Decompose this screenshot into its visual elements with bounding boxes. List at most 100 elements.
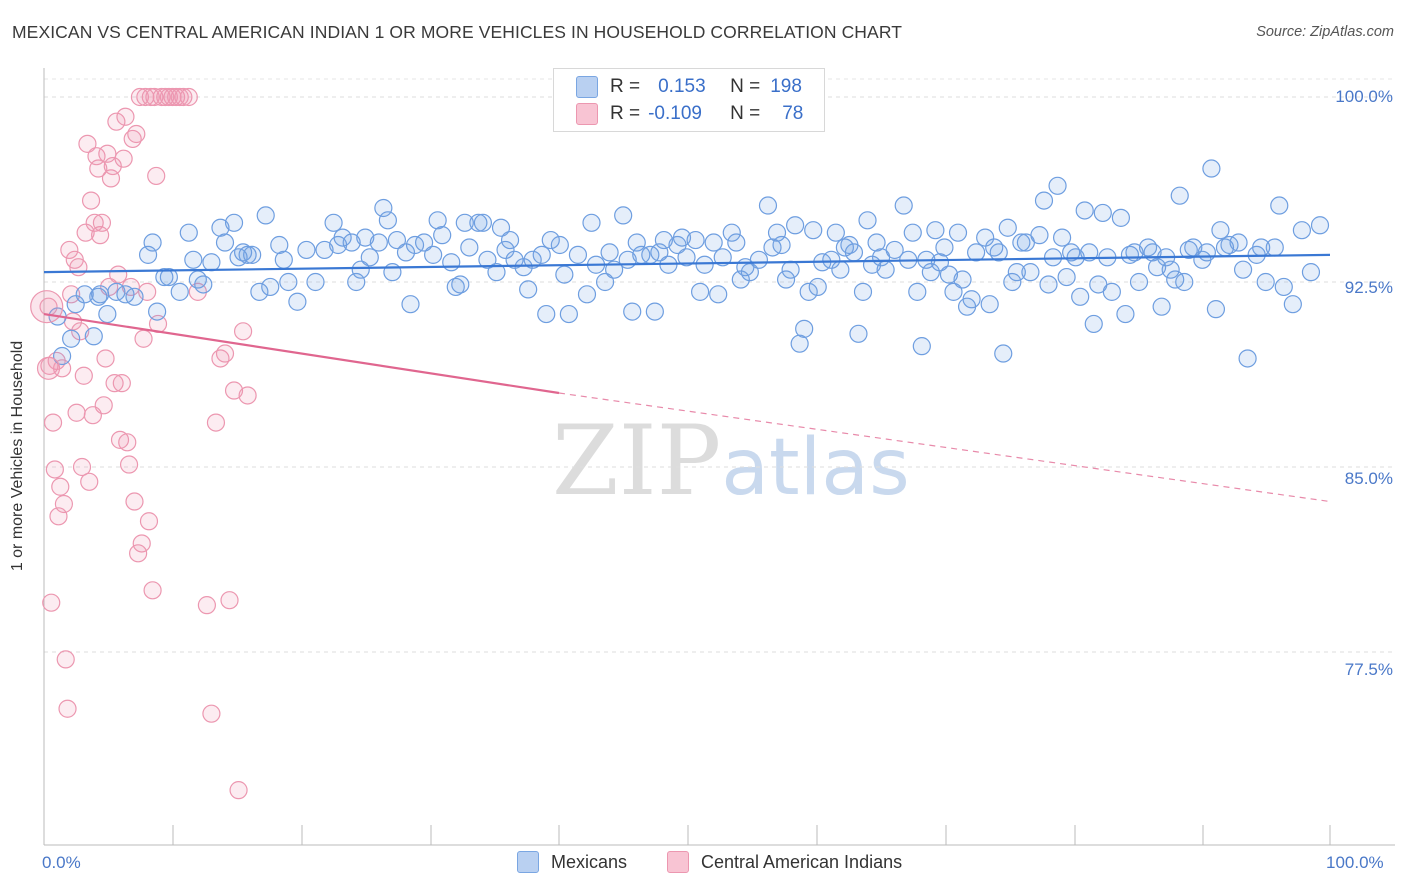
point-mexicans — [383, 263, 402, 282]
y-tick-label: 85.0% — [1344, 469, 1393, 488]
point-central-american-indians — [58, 699, 77, 718]
point-mexicans — [297, 240, 316, 260]
point-mexicans — [1057, 267, 1076, 287]
point-central-american-indians — [114, 149, 133, 168]
point-mexicans — [250, 282, 269, 301]
point-central-american-indians — [130, 87, 150, 107]
point-mexicans — [967, 243, 986, 262]
point-mexicans — [1292, 221, 1312, 240]
point-mexicans — [125, 287, 144, 306]
point-mexicans — [306, 272, 325, 292]
point-mexicans — [582, 213, 601, 232]
point-mexicans — [844, 243, 864, 262]
point-mexicans — [224, 213, 244, 232]
point-mexicans — [935, 238, 954, 257]
point-mexicans — [989, 243, 1008, 262]
point-mexicans — [1102, 282, 1121, 301]
point-mexicans — [962, 290, 981, 309]
point-mexicans — [831, 260, 850, 279]
point-mexicans — [980, 295, 999, 314]
point-mexicans — [84, 327, 103, 346]
legend-row-central-american-indians: R = -0.109 N = 78 — [576, 102, 803, 126]
point-central-american-indians — [220, 591, 239, 610]
point-mexicans — [1310, 216, 1330, 235]
point-mexicans — [1270, 196, 1289, 215]
y-tick-label: 77.5% — [1344, 660, 1393, 679]
point-mexicans — [849, 324, 868, 343]
point-central-american-indians — [56, 650, 75, 669]
point-mexicans — [184, 250, 203, 269]
legend-swatch-central-american-indians — [667, 851, 689, 873]
point-central-american-indians — [110, 430, 130, 449]
watermark-zip: ZIP — [552, 405, 722, 517]
legend-label-central-american-indians: Central American Indians — [701, 851, 903, 872]
point-mexicans — [1211, 221, 1230, 240]
point-mexicans — [333, 228, 352, 247]
point-mexicans — [1148, 258, 1167, 277]
point-mexicans — [690, 282, 710, 301]
point-mexicans — [537, 304, 556, 324]
point-mexicans — [559, 304, 578, 324]
point-mexicans — [654, 230, 674, 250]
point-mexicans — [948, 223, 968, 242]
point-mexicans — [903, 223, 922, 242]
point-mexicans — [1075, 201, 1094, 220]
point-mexicans — [148, 302, 167, 321]
point-central-american-indians — [143, 581, 162, 600]
legend-r-label: R = — [610, 76, 641, 97]
point-central-american-indians — [174, 87, 193, 107]
point-mexicans — [713, 248, 732, 267]
trendline-mexicans — [43, 253, 1331, 274]
point-mexicans — [1202, 159, 1221, 178]
point-mexicans — [1003, 272, 1022, 292]
point-mexicans — [279, 272, 298, 292]
point-mexicans — [1283, 295, 1302, 314]
point-central-american-indians — [51, 477, 70, 496]
point-mexicans — [424, 245, 443, 264]
point-central-american-indians — [202, 704, 221, 723]
point-mexicans — [324, 213, 343, 232]
point-mexicans — [568, 245, 588, 264]
point-mexicans — [1043, 248, 1063, 267]
point-mexicans — [428, 211, 447, 230]
legend-swatch-mexicans — [517, 851, 539, 873]
point-mexicans — [822, 250, 841, 269]
point-mexicans — [62, 329, 81, 348]
point-mexicans — [749, 250, 769, 269]
point-central-american-indians — [238, 386, 257, 405]
point-mexicans — [288, 292, 307, 311]
point-central-american-indians — [76, 223, 95, 242]
point-mexicans — [1111, 208, 1131, 227]
point-mexicans — [1012, 233, 1031, 252]
point-mexicans — [912, 337, 931, 356]
point-mexicans — [858, 211, 877, 230]
point-central-american-indians — [139, 512, 159, 531]
point-mexicans — [1084, 314, 1103, 334]
point-mexicans — [451, 275, 470, 294]
point-central-american-indians — [42, 593, 61, 612]
point-mexicans — [215, 233, 235, 252]
y-axis-label: 1 or more Vehicles in Household — [9, 340, 26, 572]
point-mexicans — [1034, 191, 1054, 210]
legend-label-mexicans: Mexicans — [551, 851, 628, 872]
point-mexicans — [360, 248, 379, 267]
point-mexicans — [460, 238, 479, 257]
point-mexicans — [442, 253, 461, 272]
trendline-central-american-indians-extension — [558, 392, 1331, 503]
point-mexicans — [677, 248, 696, 267]
point-mexicans — [614, 206, 633, 225]
point-mexicans — [1093, 203, 1112, 223]
point-mexicans — [795, 319, 814, 338]
point-mexicans — [876, 260, 895, 279]
point-mexicans — [799, 282, 818, 301]
point-mexicans — [595, 272, 615, 292]
point-mexicans — [826, 223, 845, 242]
point-mexicans — [414, 233, 434, 252]
point-mexicans — [455, 213, 474, 232]
point-central-american-indians — [81, 191, 101, 210]
point-mexicans — [143, 233, 162, 252]
point-mexicans — [98, 304, 117, 324]
point-mexicans — [1116, 304, 1135, 324]
point-mexicans — [1071, 287, 1090, 306]
